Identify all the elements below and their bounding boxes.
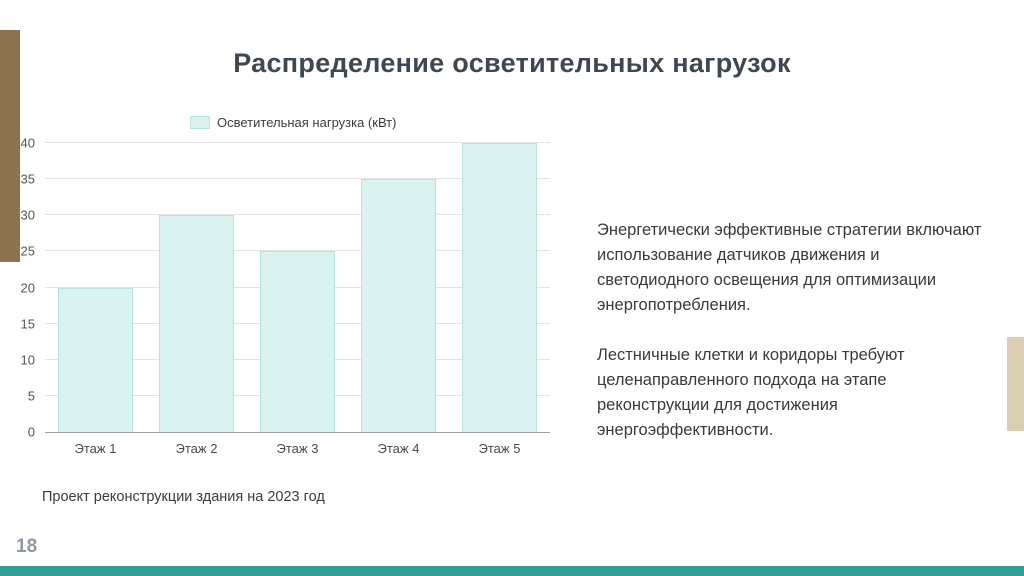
gridline bbox=[45, 214, 550, 216]
bar-3 bbox=[259, 251, 336, 432]
page-number: 18 bbox=[16, 536, 38, 557]
right-accent-bar bbox=[1007, 337, 1024, 431]
bar-5 bbox=[461, 143, 538, 432]
bar-2 bbox=[158, 215, 235, 432]
x-tick-label: Этаж 4 bbox=[377, 441, 420, 456]
plot-area: 0 5 10 15 20 25 30 35 40 Этаж 1 Этаж 2 Этаж 3 Этаж 4… bbox=[21, 136, 550, 456]
y-tick-label: 30 bbox=[20, 207, 35, 223]
body-text: Энергетически эффективные стратегии вклю… bbox=[597, 218, 993, 443]
bottom-accent-bar bbox=[0, 566, 1024, 576]
slide-title: Распределение осветительных нагрузок bbox=[233, 48, 791, 78]
y-tick-label: 5 bbox=[27, 388, 35, 404]
gridline bbox=[45, 250, 550, 252]
x-tick-label: Этаж 1 bbox=[74, 441, 117, 456]
chart-legend: Осветительная нагрузка (кВт) bbox=[190, 114, 550, 130]
y-tick-label: 25 bbox=[20, 243, 35, 259]
chart-caption: Проект реконструкции здания на 2023 год bbox=[42, 489, 325, 505]
y-tick-label: 15 bbox=[20, 316, 35, 332]
y-tick-label: 0 bbox=[27, 424, 35, 440]
left-accent-bar bbox=[0, 30, 20, 262]
gridline bbox=[45, 142, 550, 143]
gridline bbox=[45, 178, 550, 180]
legend-label: Осветительная нагрузка (кВт) bbox=[217, 114, 397, 130]
y-tick-label: 20 bbox=[20, 280, 35, 295]
y-tick-label: 35 bbox=[20, 171, 35, 187]
x-tick-label: Этаж 5 bbox=[478, 441, 521, 456]
x-tick-label: Этаж 3 bbox=[276, 441, 319, 456]
legend-swatch bbox=[190, 115, 210, 129]
paragraph-2: Лестничные клетки и коридоры требуют цел… bbox=[597, 346, 905, 439]
paragraph-1: Энергетически эффективные стратегии вклю… bbox=[597, 221, 982, 314]
y-tick-label: 10 bbox=[20, 352, 35, 368]
y-tick-label: 40 bbox=[20, 135, 35, 151]
bar-chart: Осветительная нагрузка (кВт) 0 5 10 15 20 25 3… bbox=[21, 114, 550, 456]
x-tick-label: Этаж 2 bbox=[175, 441, 218, 456]
bar-4 bbox=[360, 179, 437, 432]
bar-1 bbox=[57, 287, 134, 432]
